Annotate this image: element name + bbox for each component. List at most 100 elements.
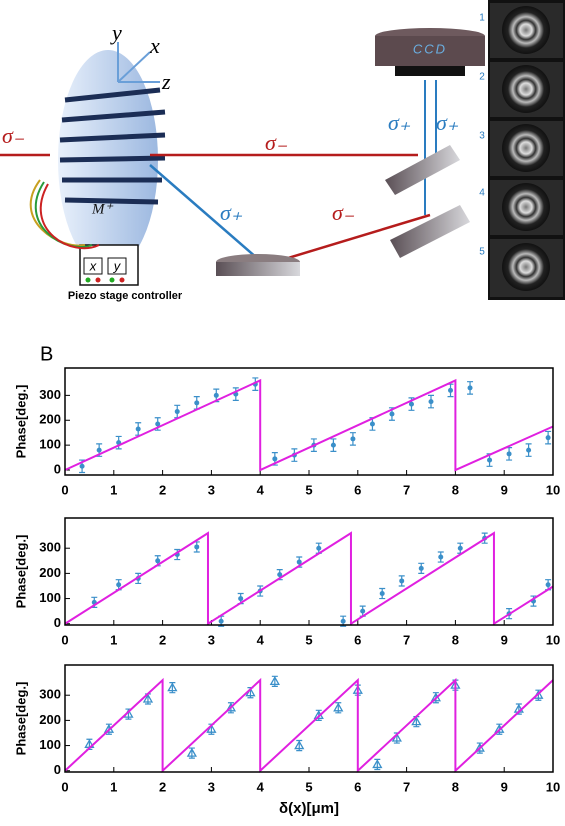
point [155, 558, 160, 563]
x-tick-label: 5 [305, 482, 312, 497]
x-tick-label: 4 [257, 632, 265, 647]
x-tick-label: 10 [546, 632, 560, 647]
x-tick-label: 6 [354, 779, 361, 794]
frame-number: 5 [479, 247, 485, 258]
sawtooth-line [65, 533, 553, 624]
axis-y: y [110, 20, 122, 45]
x-tick-label: 5 [305, 779, 312, 794]
y-axis-label: Phase[deg.] [13, 535, 28, 609]
x-tick-label: 0 [61, 482, 68, 497]
panel-label: B [40, 343, 53, 365]
polarization-label: σ₋ [332, 200, 355, 225]
point [136, 426, 141, 431]
frame-number: 2 [479, 72, 485, 83]
polarization-label: σ₋ [2, 123, 25, 148]
x-tick-label: 7 [403, 482, 410, 497]
point [214, 393, 219, 398]
point [419, 566, 424, 571]
point [399, 578, 404, 583]
x-tick-label: 1 [110, 779, 117, 794]
frame-number: 4 [479, 188, 485, 199]
y-tick-label: 200 [39, 412, 61, 427]
x-tick-label: 0 [61, 779, 68, 794]
x-tick-label: 5 [305, 632, 312, 647]
x-tick-label: 6 [354, 482, 361, 497]
x-tick-label: 3 [208, 779, 215, 794]
point [370, 421, 375, 426]
y-tick-label: 300 [39, 387, 61, 402]
point [360, 609, 365, 614]
point [468, 385, 473, 390]
plot-frame [65, 518, 553, 625]
point [487, 458, 492, 463]
y-tick-label: 100 [39, 437, 61, 452]
x-axis-label: δ(x)[μm] [279, 800, 339, 817]
x-tick-label: 3 [208, 482, 215, 497]
point [546, 582, 551, 587]
point [507, 451, 512, 456]
point [429, 399, 434, 404]
point [458, 546, 463, 551]
x-tick-label: 10 [546, 482, 560, 497]
x-tick-label: 4 [257, 779, 265, 794]
x-tick-label: 6 [354, 632, 361, 647]
frame-images [490, 3, 563, 297]
mirror [216, 262, 300, 276]
frame-number: 1 [479, 13, 485, 24]
point [97, 448, 102, 453]
y-tick-label: 0 [54, 461, 61, 476]
x-tick-label: 7 [403, 632, 410, 647]
beam-splitter [390, 205, 470, 258]
polarization-label: σ₊ [436, 110, 459, 135]
point [526, 448, 531, 453]
diagram: y x z σ₋ σ₋ σ₊ σ₋ σ₊ σ₊ M⁺ CCD x y Piezo… [0, 0, 565, 365]
point [194, 400, 199, 405]
x-tick-label: 9 [501, 632, 508, 647]
y-tick-label: 300 [39, 687, 61, 702]
beam [150, 165, 265, 265]
x-tick-label: 2 [159, 482, 166, 497]
metasurface-label: M⁺ [91, 201, 113, 217]
x-tick-label: 1 [110, 482, 117, 497]
y-tick-label: 100 [39, 737, 61, 752]
point [380, 591, 385, 596]
x-tick-label: 8 [452, 482, 459, 497]
x-tick-label: 2 [159, 779, 166, 794]
y-tick-label: 200 [39, 565, 61, 580]
ccd [395, 66, 465, 76]
polarization-label: σ₊ [388, 110, 411, 135]
x-tick-label: 9 [501, 482, 508, 497]
point [175, 409, 180, 414]
axis-z: z [161, 69, 171, 94]
plot-frame [65, 665, 553, 772]
point [194, 544, 199, 549]
controller-label: Piezo stage controller [68, 290, 183, 302]
point [438, 555, 443, 560]
sawtooth-line [65, 680, 553, 771]
controller-key-label: x [89, 258, 97, 273]
point [316, 546, 321, 551]
ccd-label: CCD [413, 41, 447, 56]
x-tick-label: 4 [257, 482, 265, 497]
point [350, 436, 355, 441]
point [546, 435, 551, 440]
x-tick-label: 2 [159, 632, 166, 647]
y-axis-label: Phase[deg.] [13, 682, 28, 756]
polarization-label: σ₋ [265, 130, 288, 155]
point [389, 412, 394, 417]
x-tick-label: 1 [110, 632, 117, 647]
x-tick-label: 10 [546, 779, 560, 794]
figure: y x z σ₋ σ₋ σ₊ σ₋ σ₊ σ₊ M⁺ CCD x y Piezo… [0, 0, 565, 821]
page: {"diagram": {"panel_label": "B", "labels… [0, 0, 565, 821]
x-tick-label: 3 [208, 632, 215, 647]
point [80, 464, 85, 469]
y-tick-label: 0 [54, 615, 61, 630]
frame-number: 3 [479, 131, 485, 142]
point [341, 619, 346, 624]
x-tick-label: 7 [403, 779, 410, 794]
y-axis-label: Phase[deg.] [13, 385, 28, 459]
x-tick-label: 0 [61, 632, 68, 647]
x-tick-label: 8 [452, 779, 459, 794]
y-tick-label: 200 [39, 712, 61, 727]
y-tick-label: 100 [39, 590, 61, 605]
